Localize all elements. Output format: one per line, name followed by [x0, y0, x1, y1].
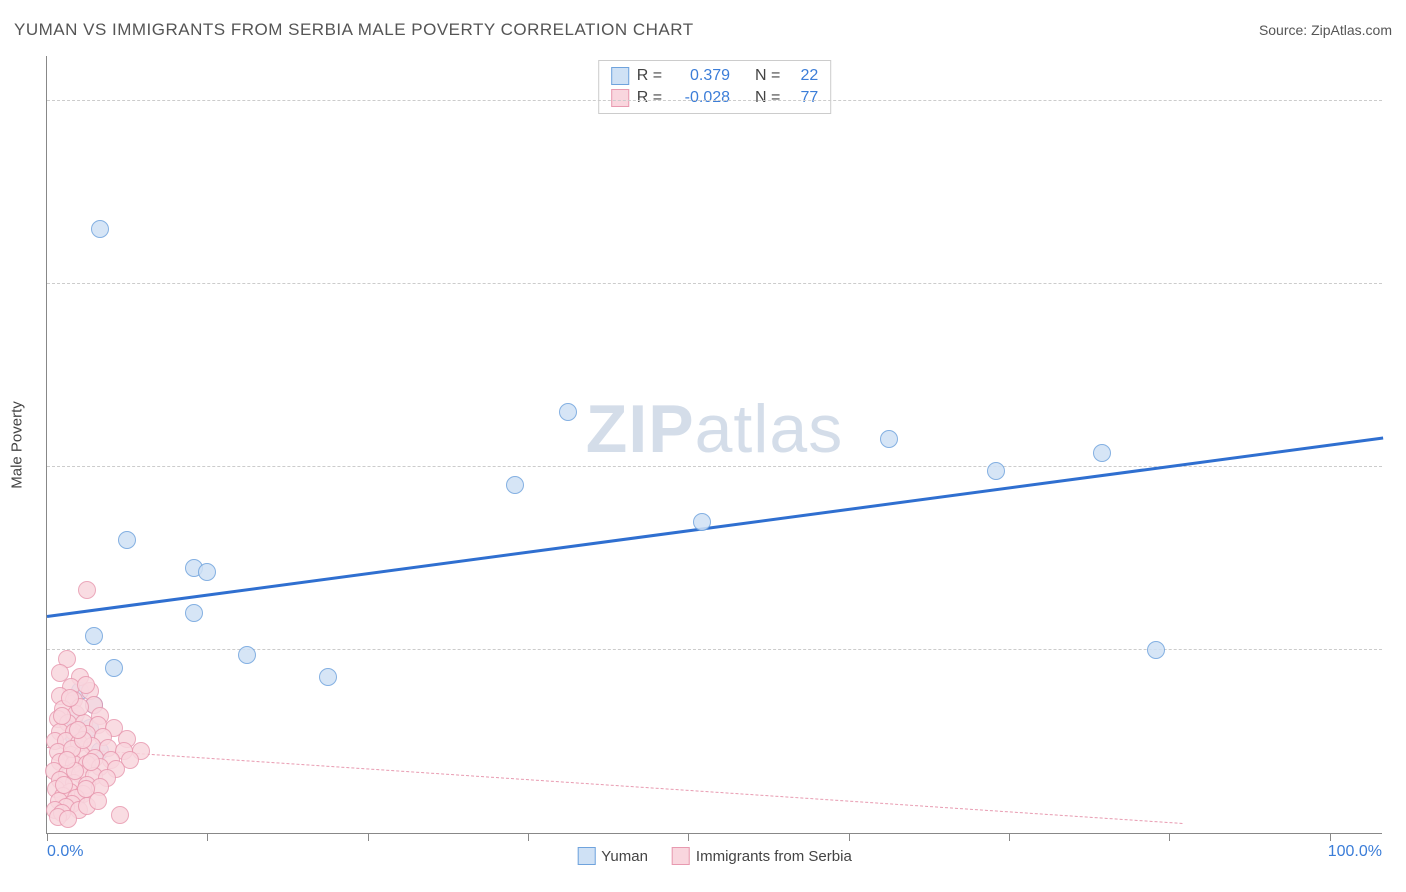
legend-row: R = -0.028 N = 77: [611, 87, 819, 109]
legend-swatch: [611, 89, 629, 107]
data-point: [118, 531, 136, 549]
legend-r-value: 0.379: [670, 67, 730, 85]
data-point: [53, 707, 71, 725]
data-point: [693, 513, 711, 531]
x-tick: [849, 833, 850, 841]
legend-row: R = 0.379 N = 22: [611, 65, 819, 87]
grid-line: [47, 283, 1382, 284]
x-tick: [1009, 833, 1010, 841]
legend-n-label: N =: [755, 89, 780, 107]
data-point: [111, 806, 129, 824]
x-max-label: 100.0%: [1328, 843, 1382, 861]
watermark: ZIPatlas: [586, 390, 843, 468]
data-point: [91, 220, 109, 238]
legend-r-label: R =: [637, 89, 662, 107]
chart-header: YUMAN VS IMMIGRANTS FROM SERBIA MALE POV…: [14, 20, 1392, 40]
data-point: [61, 689, 79, 707]
legend-n-value: 22: [788, 67, 818, 85]
data-point: [880, 430, 898, 448]
x-tick: [368, 833, 369, 841]
data-point: [185, 604, 203, 622]
x-tick: [1330, 833, 1331, 841]
y-tick-label: 40.0%: [1392, 458, 1406, 476]
legend-n-label: N =: [755, 67, 780, 85]
scatter-chart: Male Poverty ZIPatlas R =0.379 N =22R =-…: [46, 56, 1382, 834]
data-point: [82, 753, 100, 771]
data-point: [77, 676, 95, 694]
x-min-label: 0.0%: [47, 843, 83, 861]
x-tick: [1169, 833, 1170, 841]
legend-swatch: [611, 67, 629, 85]
y-axis-title: Male Poverty: [9, 401, 26, 489]
data-point: [105, 659, 123, 677]
data-point: [1093, 444, 1111, 462]
chart-title: YUMAN VS IMMIGRANTS FROM SERBIA MALE POV…: [14, 20, 694, 40]
x-axis-labels: 0.0% 100.0%: [47, 843, 1382, 861]
x-tick: [47, 833, 48, 841]
x-tick: [207, 833, 208, 841]
data-point: [59, 810, 77, 828]
data-point: [987, 462, 1005, 480]
data-point: [78, 581, 96, 599]
legend-n-value: 77: [788, 89, 818, 107]
data-point: [198, 563, 216, 581]
y-tick-label: 60.0%: [1392, 275, 1406, 293]
y-tick-label: 20.0%: [1392, 641, 1406, 659]
source-attribution: Source: ZipAtlas.com: [1259, 22, 1392, 38]
data-point: [58, 751, 76, 769]
data-point: [69, 721, 87, 739]
data-point: [559, 403, 577, 421]
x-tick: [688, 833, 689, 841]
x-tick: [528, 833, 529, 841]
y-tick-label: 80.0%: [1392, 92, 1406, 110]
trend-line: [47, 747, 1183, 824]
data-point: [506, 476, 524, 494]
trend-line: [47, 436, 1383, 617]
correlation-legend: R = 0.379 N = 22 R = -0.028 N = 77: [598, 60, 832, 114]
data-point: [238, 646, 256, 664]
data-point: [1147, 641, 1165, 659]
legend-r-value: -0.028: [670, 89, 730, 107]
grid-line: [47, 100, 1382, 101]
data-point: [77, 780, 95, 798]
legend-r-label: R =: [637, 67, 662, 85]
data-point: [319, 668, 337, 686]
data-point: [85, 627, 103, 645]
